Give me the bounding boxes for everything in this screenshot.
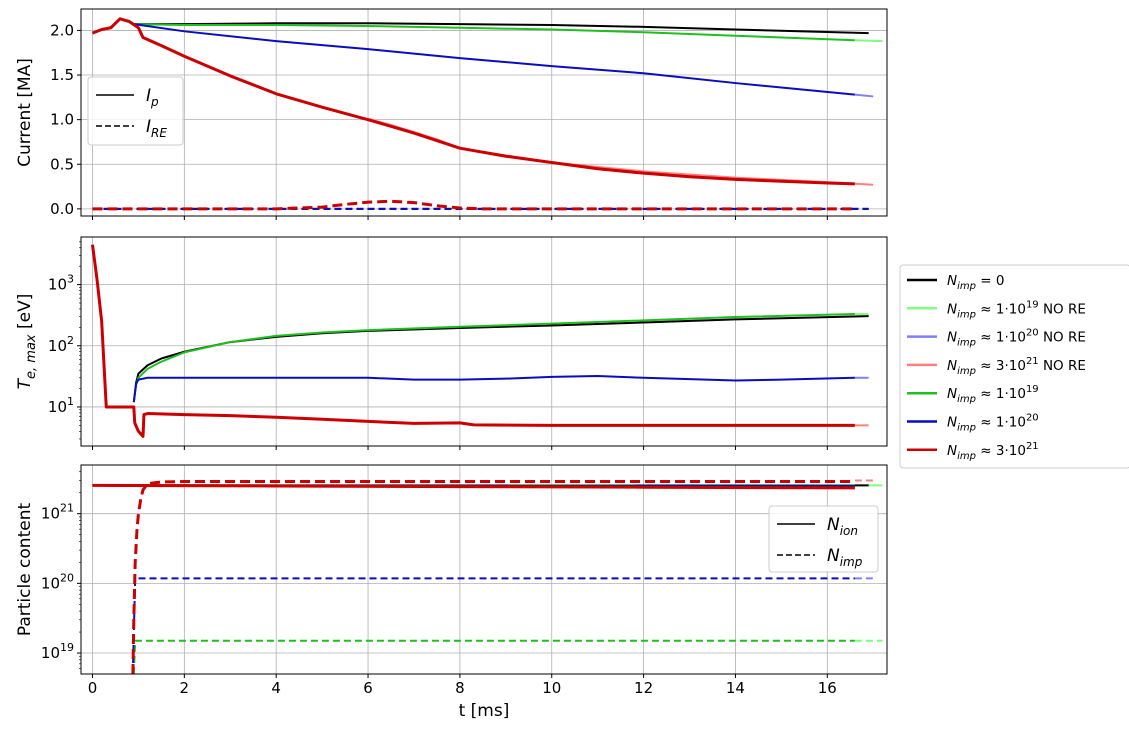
legend-entry: Nimp = 0 — [947, 273, 1004, 292]
axes-frame — [80, 8, 888, 217]
panel-1: 0.0 0.5 1.0 1.5 2.0 Current [MA] Ip IRE — [15, 8, 888, 220]
series-legend: Nimp = 0 Nimp ≈ 1·1019 NO RE Nimp ≈ 1·1020… — [899, 264, 1129, 469]
axes-frame — [80, 464, 888, 675]
x-tick-label: 2 — [180, 679, 190, 697]
y-tick-label: 0.0 — [50, 200, 74, 218]
series-line — [132, 375, 855, 403]
y-tick-label: 1020 — [41, 571, 74, 592]
panel-legend: Ip IRE — [87, 76, 184, 146]
panel-3: 0 2 4 6 8 10 12 14 16 1019 1020 1021 Particle conten… — [15, 464, 888, 721]
y-tick-label: 1.0 — [50, 111, 74, 129]
legend-label: Nimp — [827, 546, 863, 569]
legend-entry: Nimp ≈ 1·1019 NO RE — [947, 299, 1086, 320]
legend-entry: Nimp ≈ 3·1021 NO RE — [947, 356, 1086, 377]
series-group — [91, 17, 883, 211]
series-line — [91, 17, 855, 186]
series-line — [132, 313, 855, 403]
series-line — [131, 479, 855, 674]
x-axis-label: t [ms] — [459, 701, 510, 721]
series-group — [90, 244, 869, 438]
series-line — [131, 577, 855, 674]
y-tick-label: 103 — [48, 273, 74, 294]
y-tick-label: 102 — [48, 334, 74, 355]
series-line — [854, 39, 883, 43]
y-tick-label: 2.0 — [50, 21, 74, 39]
x-tick-label: 14 — [726, 679, 745, 697]
y-tick-label: 101 — [48, 395, 74, 416]
series-line — [132, 315, 869, 403]
legend-frame — [87, 76, 184, 146]
series-group — [92, 479, 883, 674]
y-tick-label: 1021 — [41, 502, 74, 523]
legend-entry: Nimp ≈ 1·1020 — [947, 413, 1039, 434]
y-axis-label: Te, max [eV] — [15, 294, 39, 390]
panel-legend: Nion Nimp — [768, 505, 879, 573]
x-tick-label: 16 — [818, 679, 837, 697]
gridlines — [81, 465, 887, 674]
legend-entry: Nimp ≈ 3·1021 — [947, 441, 1039, 462]
series-line — [133, 22, 869, 35]
y-axis-label: Particle content — [15, 503, 35, 637]
series-line — [854, 93, 874, 98]
y-tick-label: 1019 — [41, 641, 74, 662]
panel-2: 101 102 103 Te, max [eV] — [15, 236, 888, 450]
series-line — [132, 639, 855, 674]
gridlines — [81, 9, 887, 216]
x-tick-label: 4 — [271, 679, 281, 697]
series-line — [367, 117, 874, 186]
legend-entry: Nimp ≈ 1·1020 NO RE — [947, 328, 1086, 349]
y-tick-label: 0.5 — [50, 155, 74, 173]
x-tick-label: 6 — [363, 679, 373, 697]
legend-label: Nion — [827, 515, 858, 538]
y-tick-label: 1.5 — [50, 66, 74, 84]
legend-label: Ip — [146, 86, 159, 109]
x-tick-label: 10 — [542, 679, 561, 697]
legend-frame — [899, 264, 1129, 469]
series-line — [92, 199, 855, 211]
series-line — [90, 244, 855, 438]
series-line — [133, 23, 855, 42]
series-line — [92, 483, 855, 490]
series-line — [133, 23, 855, 96]
legend-entry: Nimp ≈ 1·1019 — [947, 384, 1039, 405]
legend-label: IRE — [146, 117, 167, 140]
axes-frame — [80, 236, 888, 447]
y-axis-label: Current [MA] — [15, 58, 35, 167]
x-tick-label: 8 — [455, 679, 465, 697]
x-tick-label: 0 — [88, 679, 98, 697]
x-tick-label: 12 — [634, 679, 653, 697]
